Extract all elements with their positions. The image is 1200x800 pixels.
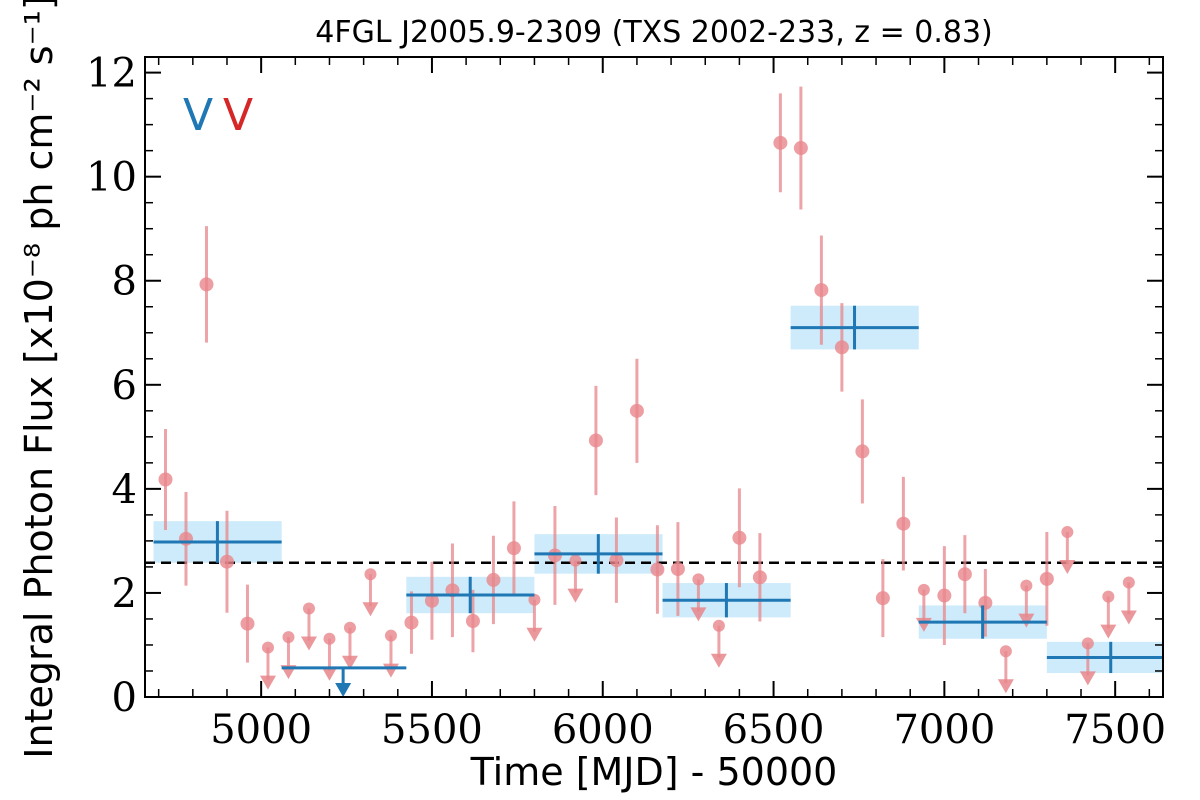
data-point <box>814 283 829 298</box>
upper-limit-point <box>1081 637 1094 650</box>
upper-limit-arrow <box>567 588 584 603</box>
data-point <box>506 541 521 556</box>
y-tick-label: 4 <box>112 467 137 513</box>
upper-limit-arrow <box>1059 560 1076 575</box>
y-axis-label: Integral Photon Flux [x10⁻⁸ ph cm⁻² s⁻¹] <box>17 0 61 759</box>
upper-limit-arrow <box>321 666 338 681</box>
upper-limit-point <box>1102 590 1115 603</box>
data-point <box>670 562 685 576</box>
x-tick-label: 5500 <box>381 707 483 753</box>
data-point <box>957 567 972 582</box>
data-point <box>978 595 993 610</box>
upper-limit-arrow <box>1120 610 1137 625</box>
upper-limit-point <box>1122 576 1135 589</box>
y-tick-label: 6 <box>112 363 137 409</box>
upper-limit-point <box>917 583 930 596</box>
upper-limit-arrow <box>341 655 358 670</box>
upper-limit-point <box>569 554 582 567</box>
upper-limit-point <box>528 593 541 606</box>
x-axis-label: Time [MJD] - 50000 <box>470 750 838 794</box>
data-point <box>732 530 747 545</box>
x-tick-label: 6000 <box>552 707 654 753</box>
x-tick-label: 5000 <box>210 707 312 753</box>
block-upper-limit-arrow <box>335 683 352 697</box>
upper-limit-point <box>1061 526 1074 539</box>
data-point <box>158 472 173 487</box>
upper-limit-arrow <box>1079 671 1096 686</box>
data-point <box>875 591 890 606</box>
upper-limit-point <box>302 602 315 615</box>
upper-limit-arrow <box>259 675 276 690</box>
data-point <box>896 516 911 531</box>
upper-limit-arrow <box>300 636 317 651</box>
data-point <box>855 444 870 459</box>
upper-limit-point <box>712 619 725 632</box>
data-point <box>588 433 603 448</box>
y-tick-label: 8 <box>112 259 137 305</box>
data-point <box>199 277 214 292</box>
plot-area <box>145 86 1163 697</box>
data-point <box>547 548 562 563</box>
upper-limit-arrow <box>997 679 1014 694</box>
upper-limit-arrow <box>1100 624 1117 639</box>
x-tick-label: 7000 <box>893 707 995 753</box>
data-point <box>465 614 480 629</box>
upper-limit-arrow <box>710 653 727 668</box>
axes: 5000 5500 6000 6500 7000 7500 0 2 4 6 8 10 12 <box>86 51 1166 753</box>
upper-limit-point <box>384 629 397 642</box>
data-point <box>178 531 193 546</box>
data-point <box>793 141 808 156</box>
data-point <box>834 340 849 355</box>
upper-limit-arrow <box>526 627 543 642</box>
upper-limit-point <box>261 641 274 654</box>
upper-limit-point <box>1020 579 1033 592</box>
data-point <box>629 403 644 418</box>
chart-title: 4FGL J2005.9-2309 (TXS 2002-233, z = 0.8… <box>315 15 993 50</box>
flare-marker-blue: V <box>183 90 213 141</box>
data-point <box>773 135 788 150</box>
y-tick-label: 10 <box>86 155 137 201</box>
y-tick-label: 12 <box>86 51 137 97</box>
upper-limit-point <box>999 645 1012 658</box>
x-tick-label: 7500 <box>1064 707 1166 753</box>
upper-limit-point <box>343 621 356 634</box>
data-point <box>486 572 501 587</box>
flare-marker-red: V <box>223 90 253 141</box>
upper-limit-point <box>323 632 336 645</box>
upper-limit-arrow <box>690 607 707 622</box>
upper-limit-point <box>364 568 377 581</box>
data-point <box>650 562 665 577</box>
upper-limit-point <box>692 573 705 586</box>
axes-frame <box>144 56 1164 698</box>
plot-inner <box>145 86 1163 697</box>
upper-limit-point <box>282 631 295 644</box>
data-point <box>937 588 952 603</box>
y-tick-label: 2 <box>112 571 137 617</box>
y-tick-label: 0 <box>112 675 137 721</box>
data-point <box>240 616 255 631</box>
x-tick-label: 6500 <box>723 707 825 753</box>
data-point <box>609 553 624 568</box>
data-point <box>1039 571 1054 586</box>
data-point <box>752 570 767 585</box>
data-point <box>424 593 439 608</box>
data-point <box>219 554 234 569</box>
upper-limit-arrow <box>362 602 379 617</box>
data-point <box>404 615 419 630</box>
upper-limit-arrow <box>382 663 399 678</box>
